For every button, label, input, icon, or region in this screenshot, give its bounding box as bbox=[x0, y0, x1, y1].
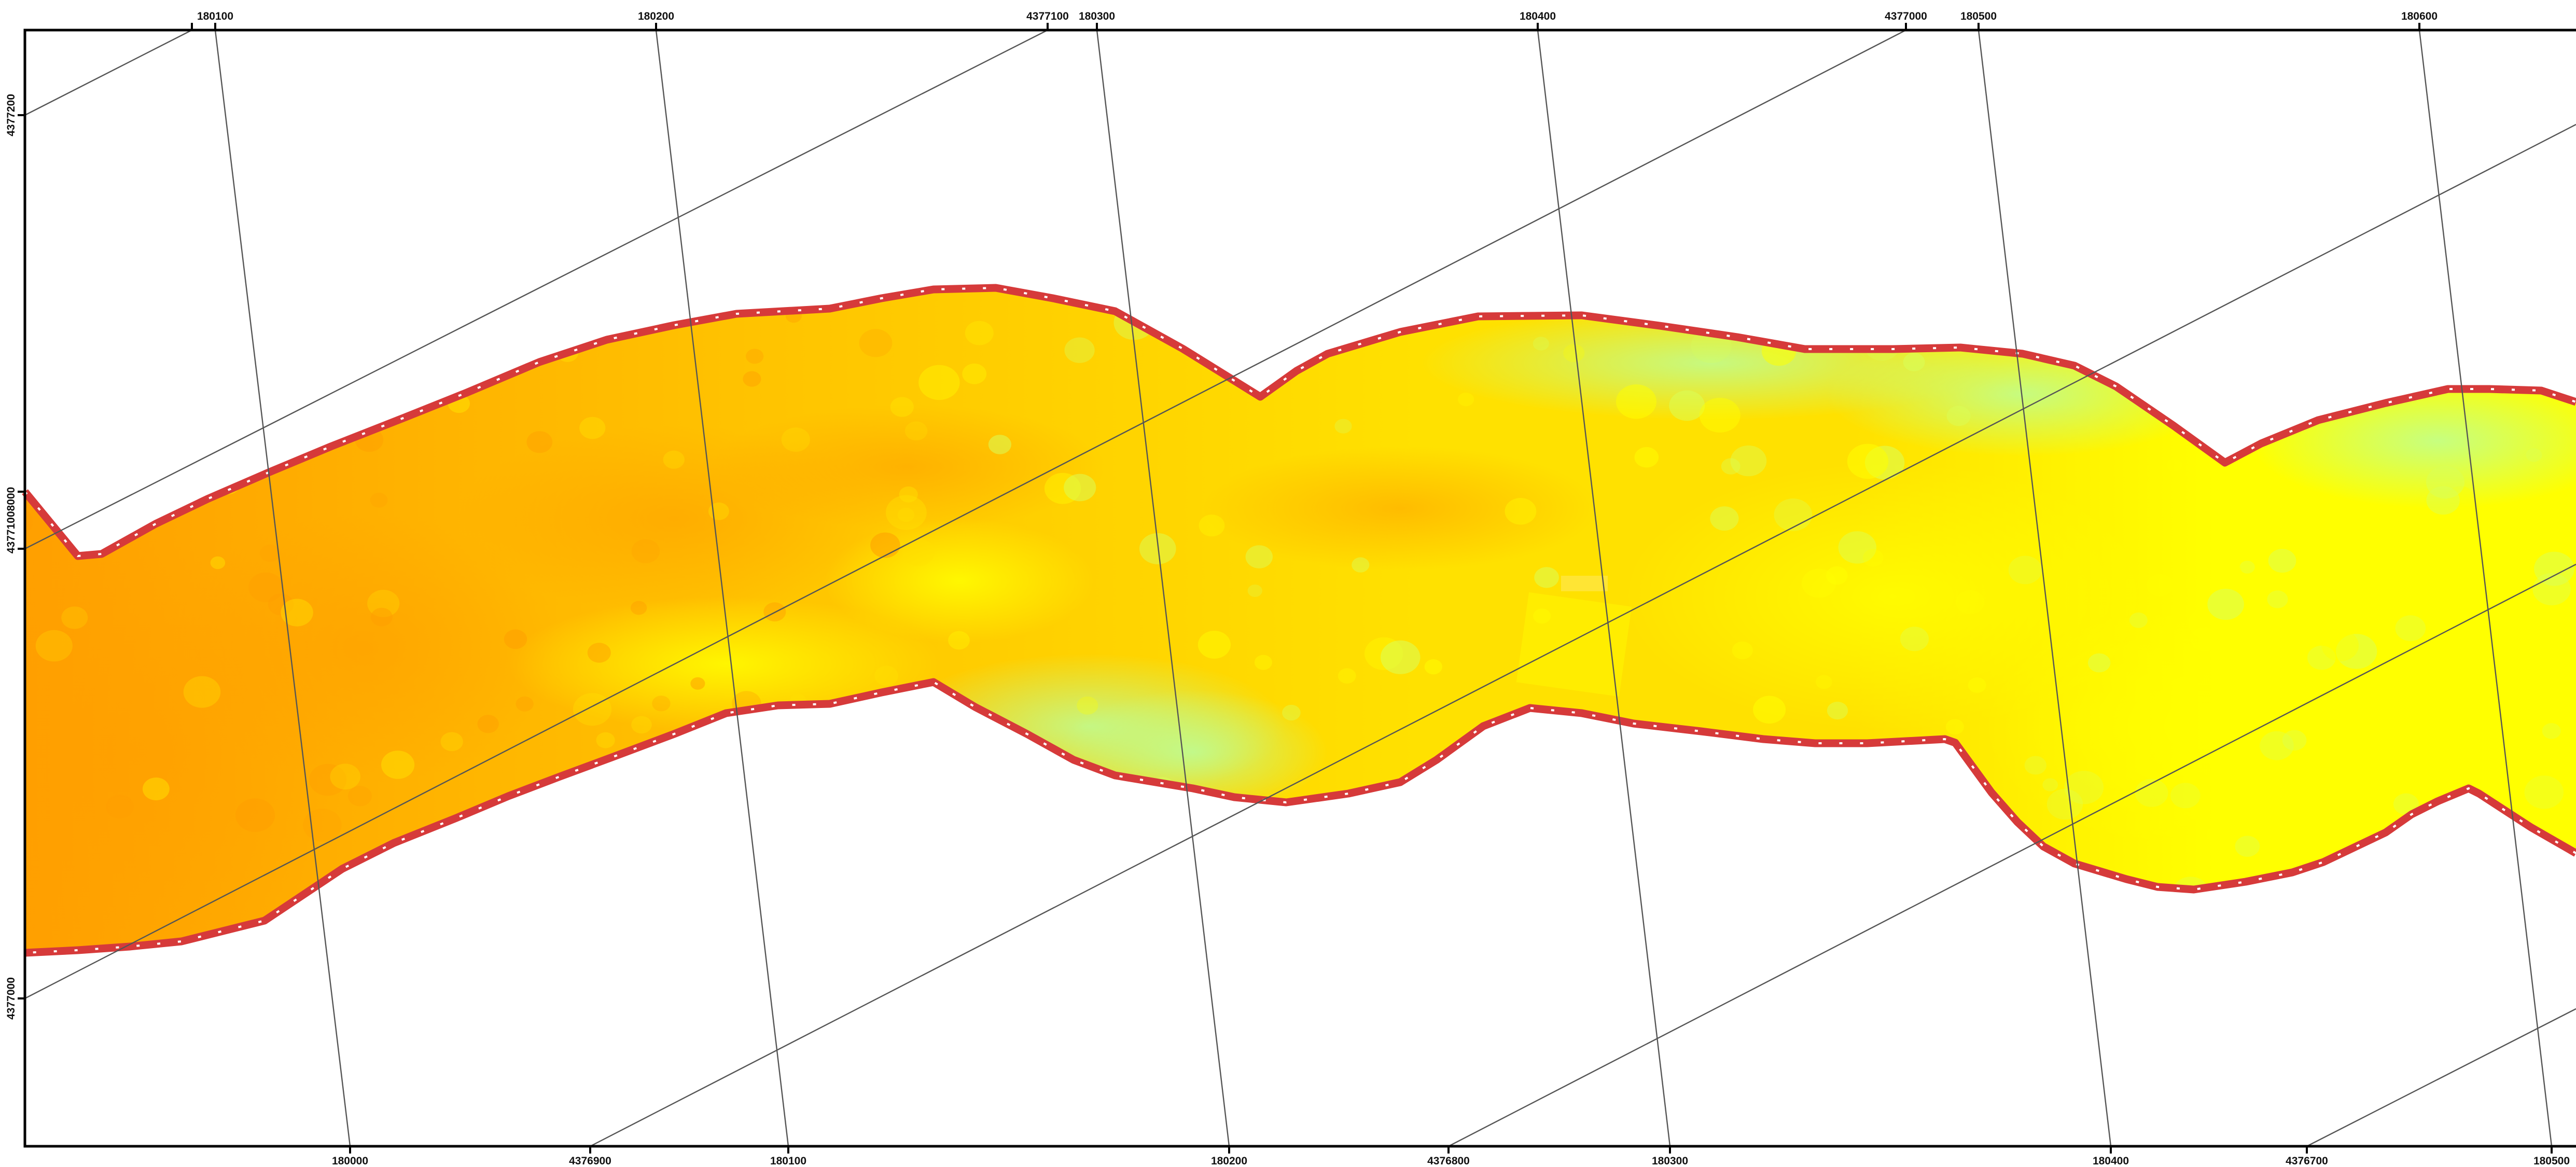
grid-line bbox=[2306, 1008, 2576, 1146]
grid-line bbox=[2418, 30, 2553, 1146]
grid-line bbox=[590, 123, 2576, 1146]
coordinate-grid bbox=[25, 30, 2576, 1146]
map-frame bbox=[23, 29, 2576, 1148]
bottom-tick-label: 180000 bbox=[332, 1155, 368, 1167]
bottom-tick-label: 180200 bbox=[1211, 1155, 1247, 1167]
top-axis: 180100 180200 4377100 180300 180400 4377… bbox=[191, 10, 2438, 30]
grid-line bbox=[25, 30, 192, 116]
top-tick-label: 4377100 bbox=[1026, 10, 1069, 22]
boundary-north-edge bbox=[22, 284, 2576, 560]
bottom-tick-label: 180100 bbox=[770, 1155, 806, 1167]
left-axis: 4377200 43771008000 4377000 bbox=[5, 94, 25, 1020]
top-tick-label: 180400 bbox=[1520, 10, 1556, 22]
left-tick-label: 4377200 bbox=[5, 94, 17, 136]
bottom-tick-label: 4376800 bbox=[1427, 1155, 1470, 1167]
bottom-tick-label: 180300 bbox=[1652, 1155, 1688, 1167]
elevation-raster bbox=[25, 288, 2576, 953]
top-tick-label: 180500 bbox=[1960, 10, 1997, 22]
bottom-tick-label: 4376900 bbox=[569, 1155, 611, 1167]
grid-line bbox=[1448, 563, 2576, 1146]
top-tick-label: 180200 bbox=[638, 10, 674, 22]
grid-line bbox=[1096, 30, 1230, 1146]
top-tick-label: 180100 bbox=[197, 10, 233, 22]
corridor-boundary bbox=[22, 284, 2576, 957]
grid-line bbox=[214, 30, 351, 1146]
grid-line bbox=[655, 30, 789, 1146]
bottom-tick-label: 4376700 bbox=[2286, 1155, 2328, 1167]
bottom-tick-label: 180500 bbox=[2533, 1155, 2570, 1167]
top-tick-label: 180300 bbox=[1079, 10, 1115, 22]
left-tick-label: 43771008000 bbox=[5, 487, 17, 553]
top-tick-label: 180600 bbox=[2401, 10, 2438, 22]
top-tick-label: 4377000 bbox=[1885, 10, 1927, 22]
bottom-tick-label: 180400 bbox=[2093, 1155, 2129, 1167]
grid-line bbox=[25, 30, 1048, 550]
grid-line bbox=[1537, 30, 1671, 1146]
boundary-south-edge bbox=[24, 678, 2576, 957]
left-tick-label: 4377000 bbox=[5, 977, 17, 1020]
grid-line bbox=[1978, 30, 2112, 1146]
grid-line bbox=[25, 30, 1906, 999]
bottom-axis: 180000 4376900 180100 180200 4376800 180… bbox=[332, 1146, 2570, 1167]
